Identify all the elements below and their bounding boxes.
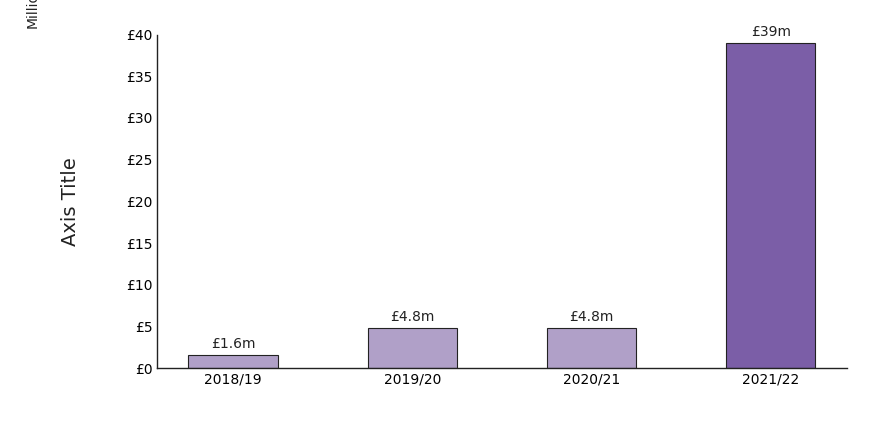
Text: £39m: £39m [751, 25, 791, 39]
Text: £4.8m: £4.8m [569, 310, 614, 324]
Bar [546, 328, 636, 368]
Bar [368, 328, 457, 368]
Y-axis label: Axis Title: Axis Title [61, 157, 79, 246]
Text: £4.8m: £4.8m [390, 310, 435, 324]
Bar [725, 43, 815, 368]
Text: Millions: Millions [26, 0, 40, 28]
Bar [189, 355, 278, 368]
Text: £1.6m: £1.6m [211, 336, 256, 351]
